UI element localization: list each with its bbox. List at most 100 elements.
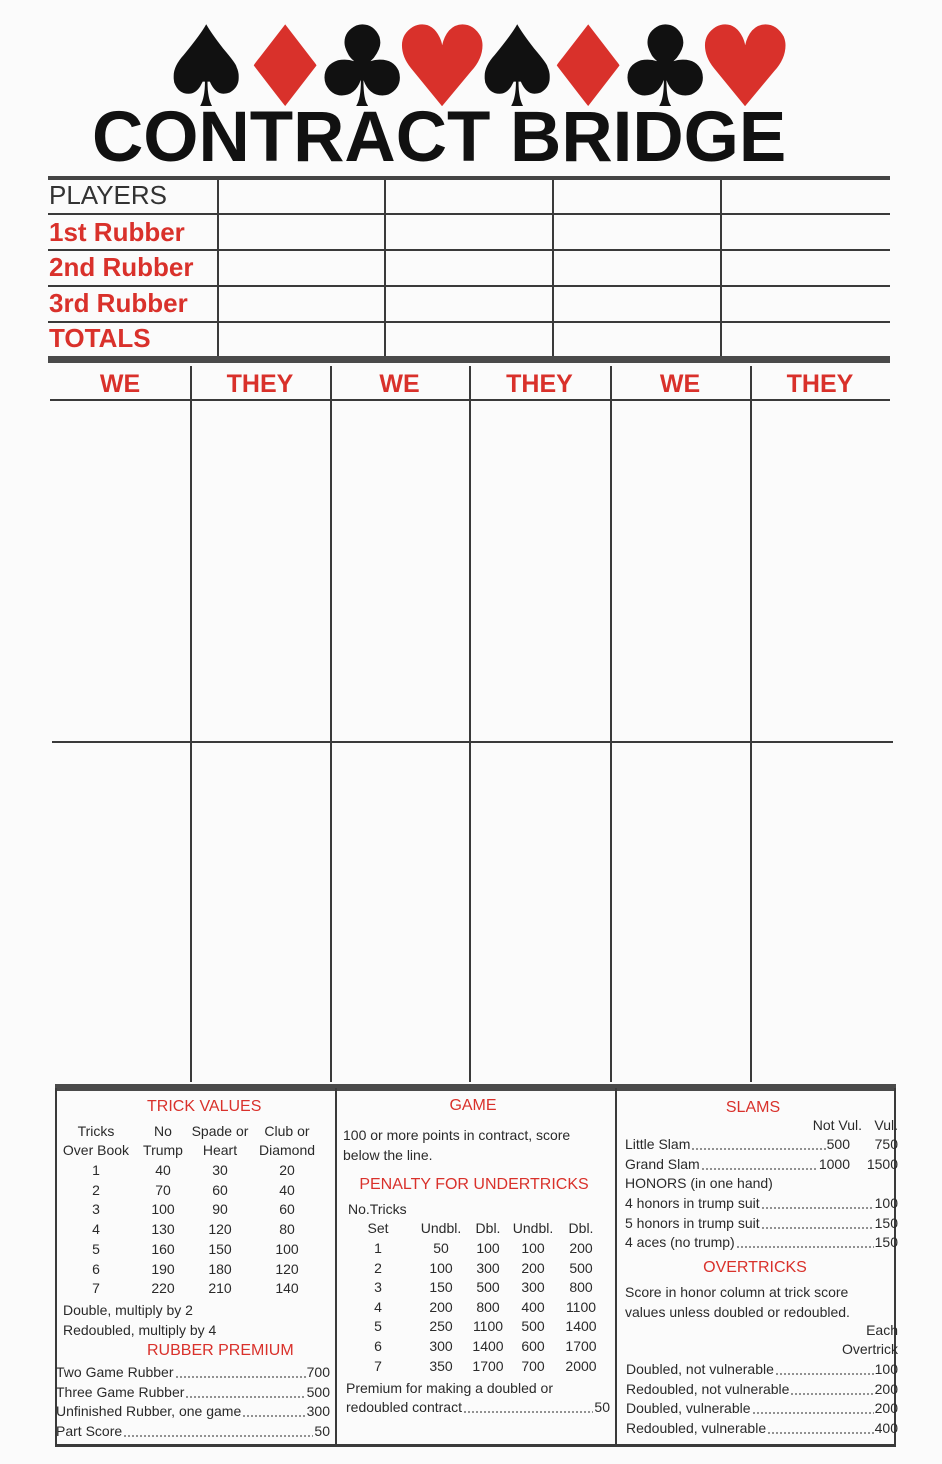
table-cell: 40 (155, 1162, 171, 1178)
column-header: Dbl. (475, 1220, 501, 1236)
item-value: 400 (874, 1419, 898, 1436)
table-cell: 40 (279, 1181, 295, 1198)
table-cell: 90 (212, 1201, 228, 1218)
column-divider (552, 180, 554, 356)
table-cell: 5 (374, 1318, 382, 1335)
dot-leader (735, 1233, 874, 1252)
table-cell: 220 (151, 1280, 175, 1297)
table-cell: 150 (429, 1279, 453, 1296)
rule-line (55, 1084, 896, 1091)
table-cell: 80 (279, 1221, 295, 1238)
premium-row: Unfinished Rubber, one game 300 (56, 1402, 330, 1420)
table-cell: 2000 (565, 1357, 597, 1374)
table-cell: 500 (521, 1318, 545, 1335)
column-header: Overtrick (842, 1341, 898, 1357)
item-value: 700 (306, 1364, 330, 1380)
column-header: Over Book (62, 1142, 130, 1158)
honor-row: 5 honors in trump suit 150 (625, 1213, 898, 1232)
rule-line (48, 321, 890, 323)
table-cell: 1400 (472, 1338, 504, 1354)
score-column-header: WE (659, 370, 701, 398)
table-cell: 4 (92, 1221, 100, 1238)
paragraph: Premium for making a doubled or (346, 1380, 553, 1396)
subheading: HONORS (in one hand) (625, 1175, 773, 1191)
column-header: Dbl. (568, 1220, 594, 1236)
table-cell: 300 (429, 1338, 453, 1354)
item-value: 150 (874, 1214, 898, 1231)
rubber-row-label: TOTALS (49, 323, 151, 353)
dot-leader (174, 1363, 306, 1381)
item-value: 200 (874, 1380, 898, 1397)
table-cell: 1700 (565, 1338, 597, 1354)
players-label: PLAYERS (49, 180, 168, 210)
item-value: 1000 (818, 1155, 850, 1172)
dot-leader (767, 1418, 874, 1437)
rubber-row-label: 2nd Rubber (49, 252, 194, 282)
item-label: Unfinished Rubber, one game (56, 1403, 242, 1419)
page-title: CONTRACT BRIDGE (92, 98, 787, 177)
rubber-row-label: 1st Rubber (49, 217, 185, 247)
item-label: 4 honors in trump suit (625, 1195, 760, 1211)
section-title: OVERTRICKS (703, 1259, 807, 1276)
honor-row: 4 aces (no trump) 150 (625, 1233, 898, 1252)
table-cell: 120 (275, 1260, 299, 1277)
column-label: No.Tricks (348, 1201, 407, 1217)
paragraph: Score in honor column at trick score (625, 1284, 849, 1300)
table-cell: 100 (151, 1201, 175, 1218)
vul-value: 750 (874, 1136, 898, 1152)
item-label: Grand Slam (625, 1155, 700, 1172)
rule-line (48, 176, 890, 180)
overtrick-row: Redoubled, vulnerable 400 (626, 1418, 898, 1437)
column-divider (335, 1088, 337, 1447)
table-cell: 600 (521, 1338, 545, 1354)
table-cell: 100 (476, 1240, 500, 1256)
dot-leader (462, 1398, 594, 1416)
column-header: Heart (202, 1142, 238, 1158)
table-cell: 200 (429, 1298, 453, 1315)
overtrick-row: Doubled, not vulnerable 100 (626, 1360, 898, 1378)
column-header: Club or (264, 1123, 310, 1139)
column-header: No (154, 1123, 172, 1139)
table-cell: 300 (521, 1279, 545, 1296)
item-label: Three Game Rubber (56, 1383, 185, 1400)
item-value: 50 (314, 1422, 330, 1439)
column-header: Vul. (874, 1117, 898, 1133)
rule-line (48, 213, 890, 215)
item-label: redoubled contract (346, 1399, 462, 1415)
table-cell: 400 (521, 1298, 545, 1315)
column-header: Undbl. (512, 1220, 554, 1236)
column-header: Each (866, 1322, 898, 1338)
overtrick-row: Doubled, vulnerable 200 (626, 1399, 898, 1417)
column-divider (894, 1088, 896, 1447)
item-label: Redoubled, vulnerable (626, 1419, 767, 1436)
table-cell: 300 (476, 1259, 500, 1276)
dot-leader (790, 1379, 874, 1398)
paragraph: below the line. (343, 1146, 433, 1163)
table-cell: 30 (212, 1162, 228, 1178)
section-title: PENALTY FOR UNDERTRICKS (359, 1176, 589, 1193)
score-column-header: WE (379, 370, 420, 398)
rule-line (48, 249, 890, 251)
table-cell: 100 (521, 1240, 545, 1256)
rule-line (48, 285, 890, 287)
item-label: 5 honors in trump suit (625, 1214, 760, 1231)
table-cell: 6 (92, 1260, 100, 1277)
item-value: 100 (874, 1361, 898, 1377)
item-label: Doubled, not vulnerable (626, 1361, 774, 1377)
paragraph: values unless doubled or redoubled. (625, 1303, 850, 1320)
premium-row: Three Game Rubber 500 (56, 1382, 330, 1401)
table-cell: 160 (151, 1240, 175, 1257)
section-title: GAME (449, 1097, 497, 1114)
column-divider (330, 366, 332, 1082)
table-cell: 180 (208, 1260, 232, 1277)
rule-line (48, 356, 890, 363)
item-label: 4 aces (no trump) (625, 1234, 735, 1251)
item-label: Doubled, vulnerable (626, 1400, 751, 1416)
section-title: TRICK VALUES (147, 1098, 262, 1115)
table-cell: 800 (569, 1279, 593, 1296)
column-header: Undbl. (420, 1220, 462, 1236)
section-title: RUBBER PREMIUM (147, 1342, 294, 1359)
table-cell: 800 (476, 1298, 500, 1315)
table-cell: 7 (92, 1280, 100, 1297)
table-cell: 1400 (565, 1318, 597, 1335)
